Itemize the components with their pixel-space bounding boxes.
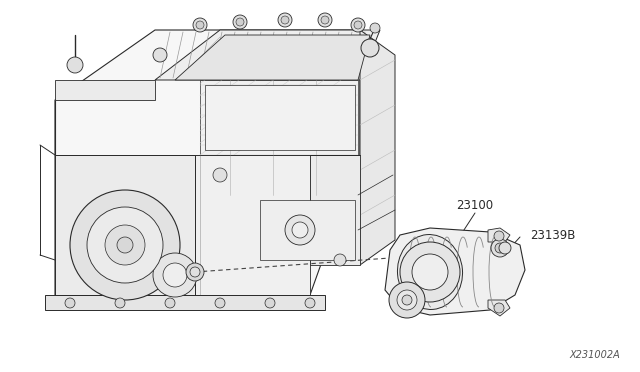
Circle shape [70,190,180,300]
Polygon shape [360,30,395,265]
Circle shape [153,253,197,297]
Circle shape [389,282,425,318]
Text: X231002A: X231002A [569,350,620,360]
Circle shape [334,254,346,266]
Circle shape [495,243,505,253]
Circle shape [292,222,308,238]
Ellipse shape [397,234,463,310]
Circle shape [494,303,504,313]
Circle shape [87,207,163,283]
Circle shape [117,237,133,253]
Circle shape [190,267,200,277]
Circle shape [321,16,329,24]
Circle shape [494,231,504,241]
Circle shape [397,290,417,310]
Circle shape [163,263,187,287]
Circle shape [278,13,292,27]
Polygon shape [205,85,355,150]
Circle shape [361,39,379,57]
Circle shape [105,225,145,265]
Circle shape [193,18,207,32]
Text: 23100: 23100 [456,199,493,212]
Polygon shape [55,80,155,100]
Circle shape [233,15,247,29]
Circle shape [153,48,167,62]
Circle shape [67,57,83,73]
Polygon shape [55,155,195,295]
Circle shape [400,242,460,302]
Circle shape [285,215,315,245]
Circle shape [318,13,332,27]
Text: 23139B: 23139B [530,228,575,241]
Polygon shape [155,30,380,80]
Polygon shape [260,200,355,260]
Polygon shape [385,228,525,315]
Polygon shape [488,300,510,316]
Polygon shape [200,80,358,195]
Circle shape [499,242,511,254]
Polygon shape [45,295,325,310]
Polygon shape [175,35,370,80]
Circle shape [354,21,362,29]
Circle shape [281,16,289,24]
Circle shape [196,21,204,29]
Polygon shape [55,30,360,295]
Polygon shape [310,155,360,265]
Circle shape [215,298,225,308]
Circle shape [265,298,275,308]
Circle shape [305,298,315,308]
Circle shape [186,263,204,281]
Circle shape [351,18,365,32]
Circle shape [402,295,412,305]
Circle shape [491,239,509,257]
Circle shape [412,254,448,290]
Polygon shape [488,228,510,242]
Circle shape [213,168,227,182]
Polygon shape [195,155,310,295]
Circle shape [115,298,125,308]
Circle shape [165,298,175,308]
Circle shape [236,18,244,26]
Circle shape [65,298,75,308]
Circle shape [370,23,380,33]
